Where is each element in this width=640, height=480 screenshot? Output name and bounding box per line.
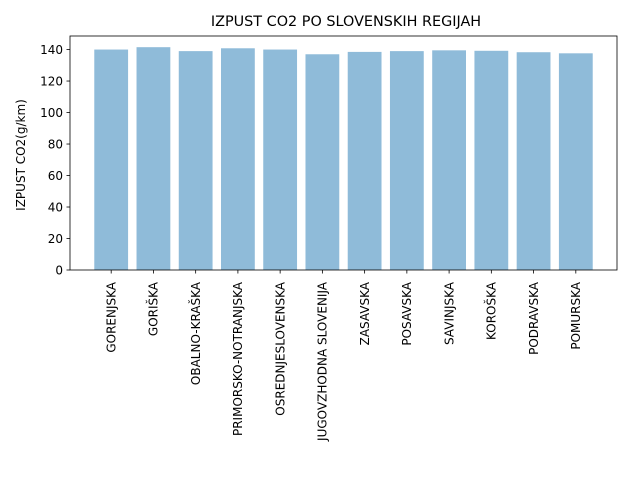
bar-11: [558, 53, 593, 270]
bar-6: [347, 51, 382, 270]
y-tick-label-4: 80: [48, 137, 63, 151]
y-axis-ticks: 0 20 40 60 80 100 120 140: [40, 43, 70, 277]
bar-3: [221, 48, 255, 270]
bar-8: [432, 50, 466, 270]
plot-frame: [69, 35, 618, 271]
bar-1: [136, 47, 171, 270]
bar-10: [516, 52, 551, 271]
y-tick-label-6: 120: [40, 74, 63, 88]
x-tick-label-3: PRIMORSKO-NOTRANJSKA: [231, 281, 245, 436]
bar-4: [263, 49, 298, 271]
x-tick-label-10: PODRAVSKA: [527, 281, 541, 355]
x-tick-label-6: ZASAVSKA: [358, 281, 372, 345]
bar-7: [389, 51, 424, 270]
y-tick-label-5: 100: [40, 106, 63, 120]
y-tick-label-1: 20: [48, 232, 63, 246]
x-tick-label-2: OBALNO-KRAŠKA: [188, 281, 203, 385]
x-tick-label-7: POSAVSKA: [400, 281, 414, 345]
x-tick-label-1: GORIŠKA: [146, 281, 161, 336]
axes-frame: [69, 35, 618, 271]
y-tick-label-7: 140: [40, 43, 63, 57]
bars-group: [94, 47, 593, 271]
x-tick-label-0: GORENJSKA: [104, 281, 118, 352]
x-tick-label-4: OSREDNJESLOVENSKA: [273, 281, 287, 415]
y-axis-label: IZPUST CO2(g/km): [14, 99, 28, 211]
x-tick-label-8: SAVINJSKA: [442, 281, 456, 345]
x-tick-label-5: JUGOVZHODNA SLOVENIJA: [316, 281, 330, 442]
bar-0: [94, 49, 129, 271]
bar-5: [305, 54, 340, 271]
y-tick-label-3: 60: [48, 169, 63, 183]
x-axis-ticks: GORENJSKA GORIŠKA OBALNO-KRAŠKA PRIMORSKO-N…: [104, 270, 583, 442]
chart-title: IZPUST CO2 PO SLOVENSKIH REGIJAH: [211, 14, 481, 30]
x-tick-label-11: POMURSKA: [569, 281, 583, 349]
y-tick-label-2: 40: [48, 200, 63, 214]
x-tick-label-9: KOROŠKA: [484, 281, 499, 340]
bar-9: [474, 50, 509, 270]
y-tick-label-0: 0: [55, 263, 63, 277]
bar-2: [178, 51, 213, 270]
